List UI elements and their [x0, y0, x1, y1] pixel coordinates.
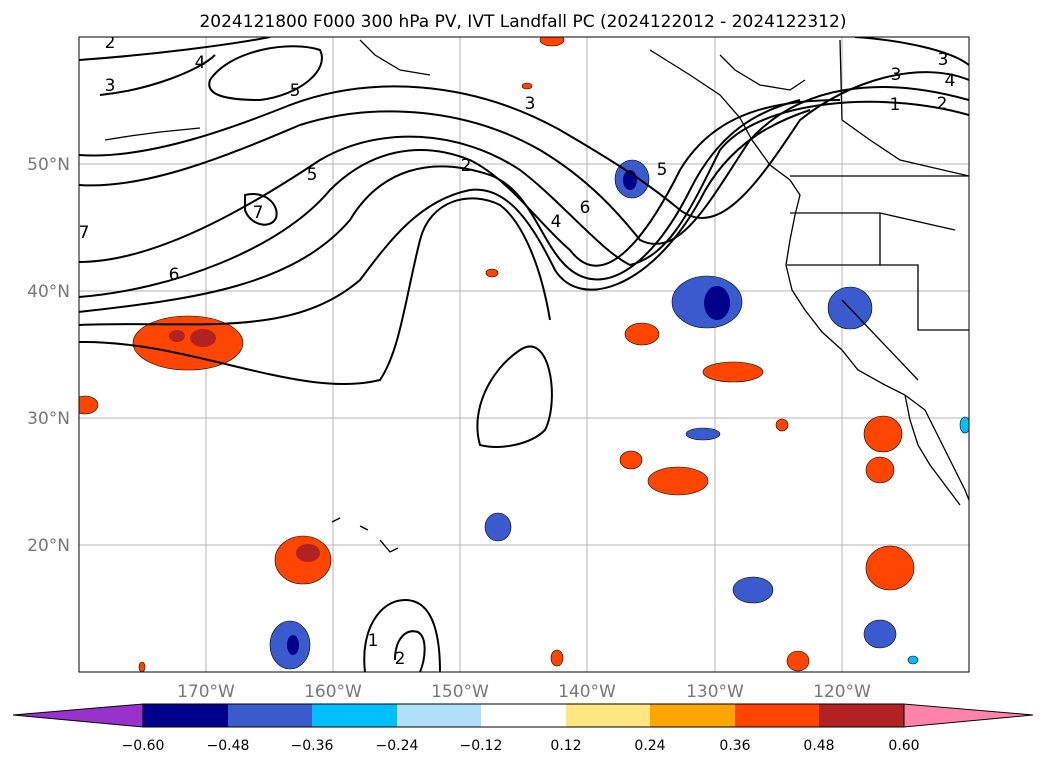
positive-anomaly-blob [865, 545, 915, 591]
positive-anomaly-blob [521, 82, 533, 90]
contour-label: 6 [580, 198, 591, 218]
positive-anomaly-blob [647, 466, 709, 496]
contour-label: 7 [79, 223, 90, 243]
lat-tick-label: 50°N [27, 155, 70, 175]
positive-anomaly-blob [132, 315, 244, 371]
colorbar-tick-label: −0.24 [376, 738, 419, 754]
pv-contours [79, 37, 969, 672]
negative-anomaly-blob [685, 427, 721, 441]
coastlines [104, 39, 969, 553]
positive-anomaly-core [169, 330, 185, 342]
negative-anomaly-core [287, 635, 299, 655]
contour-label: 5 [657, 160, 668, 180]
lon-tick-label: 170°W [177, 682, 235, 702]
lon-tick-label: 120°W [813, 682, 871, 702]
positive-anomaly-blob [138, 661, 146, 672]
lon-tick-label: 140°W [558, 682, 616, 702]
contour-label: 2 [105, 33, 116, 53]
contour-label: 3 [105, 76, 116, 96]
contour-label: 1 [368, 631, 379, 651]
lat-tick-label: 40°N [27, 282, 70, 302]
negative-anomaly-core [704, 286, 730, 320]
lat-tick-labels: 20°N 30°N 40°N 50°N [27, 155, 70, 556]
colorbar-bin [650, 704, 735, 727]
negative-anomaly-blob [863, 619, 897, 649]
contour-label: 4 [945, 71, 956, 91]
contour-label: 3 [525, 94, 536, 114]
colorbar-bin [566, 704, 650, 727]
positive-anomaly-blob [786, 650, 810, 672]
map-panel: 2 3 4 5 3 2 5 6 4 6 5 3 4 2 1 3 1 2 7 7 [78, 33, 970, 673]
colorbar-tick-label: 0.36 [719, 738, 750, 754]
positive-anomaly-blob [485, 268, 499, 278]
lon-tick-labels: 170°W 160°W 150°W 140°W 130°W 120°W [177, 682, 871, 702]
positive-anomaly-core [190, 329, 216, 347]
colorbar-bin [819, 704, 904, 727]
lat-tick-label: 30°N [27, 409, 70, 429]
negative-anomaly-blob [907, 655, 919, 665]
positive-anomaly-blob [775, 418, 789, 432]
contour-labels: 2 3 4 5 3 2 5 6 4 6 5 3 4 2 1 3 1 2 7 7 [79, 33, 956, 669]
contour-label: 5 [307, 165, 318, 185]
colorbar-tick-label: −0.12 [460, 738, 503, 754]
negative-anomaly-blob [732, 576, 774, 604]
colorbar-tick-label: 0.24 [634, 738, 665, 754]
contour-label: 2 [461, 156, 472, 176]
contour-label: 6 [169, 265, 180, 285]
contour-label: 1 [890, 95, 901, 115]
negative-anomaly-blob [959, 416, 969, 434]
contour-label: 2 [937, 94, 948, 114]
colorbar-frame [142, 703, 905, 728]
contour-label: 4 [551, 212, 562, 232]
colorbar-bin [228, 704, 312, 727]
positive-anomaly-blob [79, 395, 99, 415]
colorbar-bin [143, 704, 228, 727]
colorbar-tick-label: −0.36 [291, 738, 334, 754]
contour-label: 2 [395, 649, 406, 669]
lon-tick-label: 150°W [431, 682, 489, 702]
colorbar-bin [735, 704, 819, 727]
colorbar-bin [481, 704, 566, 727]
contour-label: 5 [290, 81, 301, 101]
colorbar-tick-label: 0.48 [803, 738, 834, 754]
colorbar-extend-high [903, 703, 1034, 728]
positive-anomaly-blob [619, 450, 643, 470]
positive-anomaly-blob [624, 322, 660, 346]
contour-label: 3 [938, 50, 949, 70]
negative-anomaly-blob [484, 512, 512, 542]
colorbar: −0.60 −0.48 −0.36 −0.24 −0.12 0.12 0.24 … [12, 703, 1034, 754]
contour-label: 7 [253, 203, 264, 223]
positive-anomaly-blob [702, 361, 764, 383]
positive-anomaly-blob [863, 415, 903, 453]
colorbar-tick-label: 0.60 [888, 738, 919, 754]
positive-anomaly-blob [865, 456, 895, 484]
ivt-shading [79, 37, 969, 672]
colorbar-tick-label: 0.12 [550, 738, 581, 754]
colorbar-bin [397, 704, 481, 727]
positive-anomaly-core [296, 544, 320, 562]
colorbar-tick-label: −0.60 [122, 738, 165, 754]
colorbar-extend-low [12, 703, 144, 728]
contour-label: 4 [195, 53, 206, 73]
positive-anomaly-blob [539, 37, 565, 47]
lat-tick-label: 20°N [27, 536, 70, 556]
lon-tick-label: 130°W [686, 682, 744, 702]
map-frame [78, 36, 970, 673]
map-title: 2024121800 F000 300 hPa PV, IVT Landfall… [199, 12, 846, 32]
contour-label: 3 [891, 65, 902, 85]
lon-tick-label: 160°W [304, 682, 362, 702]
colorbar-bin [312, 704, 397, 727]
colorbar-tick-label: −0.48 [207, 738, 250, 754]
positive-anomaly-blob [550, 649, 564, 667]
